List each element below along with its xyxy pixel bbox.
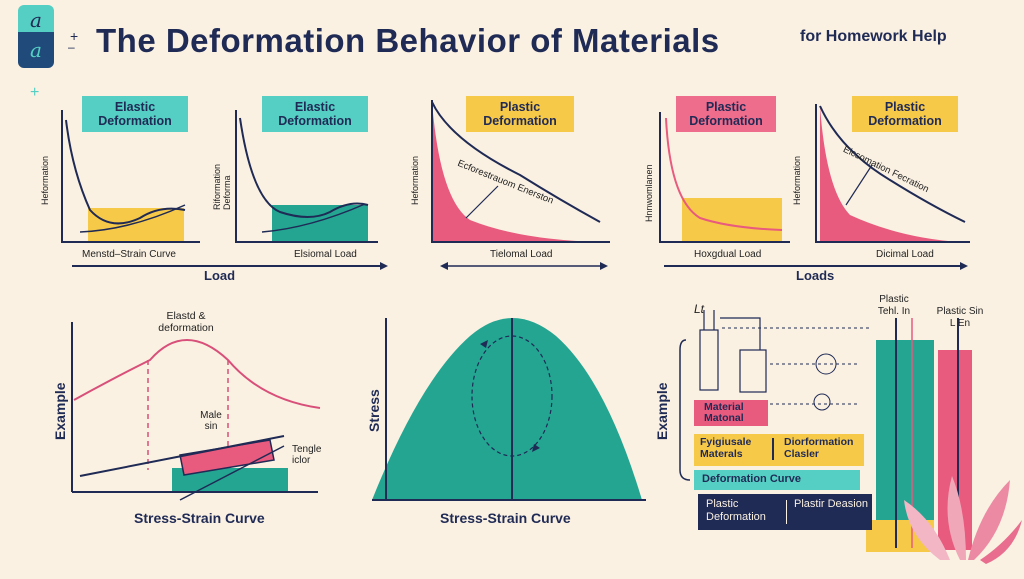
y-axis-label: Hnnwomlanen xyxy=(644,164,654,222)
plus-icon: + xyxy=(70,28,79,44)
chart-caption: Stress-Strain Curve xyxy=(134,510,265,526)
tag-elastic-deformation: Elastic Deformation xyxy=(82,96,188,132)
tag-plastic-deformation: Plastic Deformation xyxy=(852,96,958,132)
chart-caption: Stress-Strain Curve xyxy=(440,510,571,526)
dark-box-right: Plastir Deasion xyxy=(794,498,868,510)
dark-box-left: Plastic Deformation xyxy=(706,498,766,523)
side-label: Tengle iclor xyxy=(292,444,322,466)
x-axis-label: Tielomal Load xyxy=(490,249,553,260)
x-axis-label: Hoxgdual Load xyxy=(694,249,762,260)
material-box: Material Matonal xyxy=(694,400,768,426)
divider xyxy=(772,438,774,460)
x-axis-label: Dicimal Load xyxy=(876,249,934,260)
deformation-label: Diorformation Clasler xyxy=(784,436,854,460)
axis-caption-loads: Loads xyxy=(796,268,835,283)
y-axis-label: Example xyxy=(654,382,670,440)
logo-glyph-bottom: a xyxy=(30,38,42,62)
y-axis-label: Example xyxy=(52,382,68,440)
dark-box xyxy=(698,494,872,530)
divider xyxy=(786,500,787,524)
mid-label: Male sin xyxy=(200,410,222,432)
y-axis-label: Heformation xyxy=(410,155,420,205)
column-label: Plastic Tehl. In xyxy=(877,294,911,317)
peak-label: Elastd & deformation xyxy=(158,310,214,334)
deformation-class-box xyxy=(694,434,864,466)
y-axis-label: Heformation xyxy=(792,155,802,205)
curve-box: Deformation Curve xyxy=(694,470,860,490)
page-title: The Deformation Behavior of Materials xyxy=(96,22,720,59)
logo-glyph-top: a xyxy=(30,8,42,32)
tag-plastic-deformation: Plastic Deformation xyxy=(676,96,776,132)
x-axis-label: Elsiomal Load xyxy=(294,249,357,260)
column-label: Plastic Sin L En xyxy=(936,306,984,329)
fyi-label: Fyigiusale Materals xyxy=(700,436,752,460)
tag-elastic-deformation: Elastic Deformation xyxy=(262,96,368,132)
x-axis-label: Menstd–Strain Curve xyxy=(82,249,176,260)
axis-caption-load: Load xyxy=(204,268,236,283)
corner-label: Lt xyxy=(694,302,705,316)
dash-icon: – xyxy=(68,40,75,54)
plus-icon: + xyxy=(30,84,40,101)
y-axis-label: Stress xyxy=(366,389,382,432)
tag-plastic-deformation: Plastic Deformation xyxy=(466,96,574,132)
y-axis-label: Riformation Deforma xyxy=(212,163,232,210)
y-axis-label: Heformation xyxy=(40,155,50,205)
page-subtitle: for Homework Help xyxy=(800,28,947,45)
logo: a a + + – xyxy=(0,0,78,101)
